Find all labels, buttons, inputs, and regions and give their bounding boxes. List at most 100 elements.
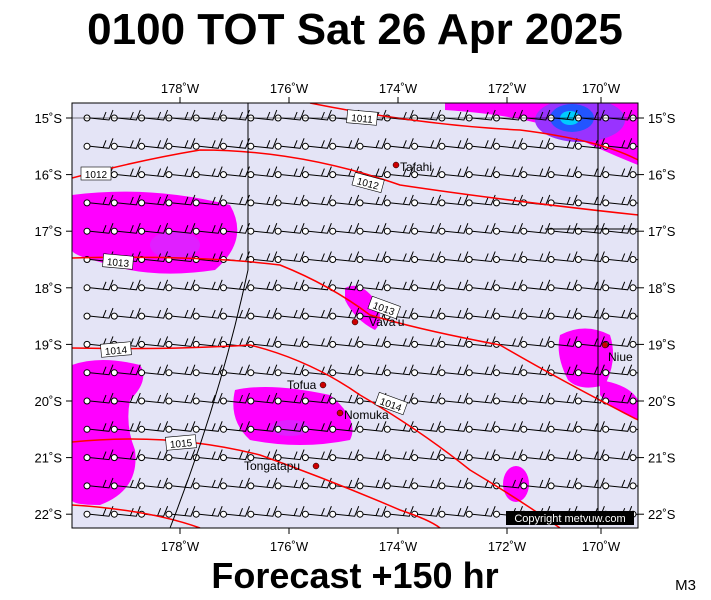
- barb: [117, 392, 141, 404]
- barb: [499, 251, 523, 263]
- barb-station: [83, 142, 91, 150]
- barb: [281, 449, 305, 461]
- barb: [144, 421, 169, 432]
- barb: [526, 336, 551, 347]
- barb: [499, 392, 523, 404]
- barb: [253, 506, 278, 517]
- barb-station: [329, 510, 337, 518]
- barb: [608, 477, 633, 489]
- barb-station: [438, 482, 446, 490]
- barb: [390, 166, 414, 178]
- lon-label-bottom: 172˚W: [488, 539, 527, 554]
- isobar-label: 1012: [351, 171, 385, 194]
- barb: [281, 223, 305, 234]
- barb-station: [165, 454, 173, 462]
- barb: [308, 166, 332, 178]
- barb: [526, 477, 551, 489]
- barb-station: [83, 397, 91, 405]
- barb: [526, 251, 551, 263]
- barb-station: [83, 312, 91, 320]
- isobar-label: 1014: [100, 341, 132, 358]
- barb-station: [192, 369, 200, 377]
- barb: [608, 307, 633, 319]
- barb-station: [574, 482, 582, 490]
- barb: [472, 251, 496, 263]
- barb: [171, 194, 196, 206]
- barb-station: [247, 510, 255, 518]
- barb-station: [574, 425, 582, 433]
- barb: [117, 194, 141, 206]
- barb: [144, 307, 169, 319]
- barb-station: [383, 256, 391, 263]
- isobar-label-box: [80, 166, 112, 181]
- barb-station: [629, 454, 637, 462]
- lon-label-bottom: 170˚W: [582, 539, 621, 554]
- barb-station: [301, 425, 309, 433]
- barb-station: [411, 227, 419, 235]
- barb-station: [192, 397, 200, 405]
- barb-station: [574, 142, 582, 150]
- barb-station: [465, 425, 473, 433]
- barb: [117, 307, 141, 319]
- barb: [581, 477, 605, 489]
- lat-label-left: 17˚S: [35, 224, 63, 239]
- barb-station: [547, 340, 555, 348]
- barb-station: [220, 312, 227, 320]
- barb-station: [629, 142, 637, 150]
- barb-station: [165, 510, 173, 518]
- barb-station: [356, 199, 364, 207]
- barb: [226, 392, 250, 404]
- barb: [226, 336, 250, 347]
- barb-station: [547, 142, 555, 150]
- copyright-box: [506, 511, 634, 525]
- place-dot: [392, 161, 400, 169]
- barb-station: [602, 171, 610, 179]
- barb: [226, 421, 250, 432]
- barb: [472, 307, 496, 319]
- barb-station: [138, 397, 146, 405]
- barb: [89, 307, 114, 319]
- barb-station: [629, 397, 637, 405]
- barb-station: [465, 227, 473, 235]
- barb: [499, 223, 523, 234]
- barb: [472, 138, 496, 149]
- barb-station: [520, 171, 528, 179]
- isobar-label-text: 1014: [105, 345, 129, 358]
- barb-station: [301, 482, 309, 490]
- barb-station: [110, 369, 118, 377]
- barb-station: [329, 142, 337, 150]
- barb-station: [356, 454, 364, 462]
- barb-station: [520, 454, 528, 462]
- isobar-label-text: 1013: [106, 257, 130, 270]
- barb-station: [192, 256, 200, 263]
- barb-station: [138, 312, 146, 320]
- barb-station: [520, 142, 528, 150]
- barb-station: [383, 425, 391, 433]
- barb-station: [493, 227, 500, 235]
- isobar-label: 1012: [80, 166, 112, 181]
- barb-station: [629, 312, 637, 320]
- barb: [144, 138, 169, 149]
- barb: [335, 506, 360, 517]
- barb: [335, 336, 360, 347]
- barb-station: [547, 284, 555, 292]
- barb-station: [83, 340, 91, 348]
- barb: [171, 364, 196, 376]
- barb: [444, 251, 469, 263]
- lat-label-left: 22˚S: [35, 507, 63, 522]
- lon-label-top: 172˚W: [488, 81, 527, 96]
- barb: [417, 506, 442, 517]
- barb: [444, 477, 469, 489]
- barb-station: [138, 171, 146, 179]
- barb-station: [574, 284, 582, 292]
- barb-station: [165, 199, 173, 207]
- barb: [199, 138, 223, 149]
- lon-label-bottom: 176˚W: [270, 539, 309, 554]
- barb-station: [465, 256, 473, 263]
- barb-station: [220, 171, 227, 179]
- barb-station: [493, 454, 500, 462]
- barb: [199, 223, 223, 234]
- barb-station: [329, 227, 337, 235]
- barb-station: [220, 142, 227, 150]
